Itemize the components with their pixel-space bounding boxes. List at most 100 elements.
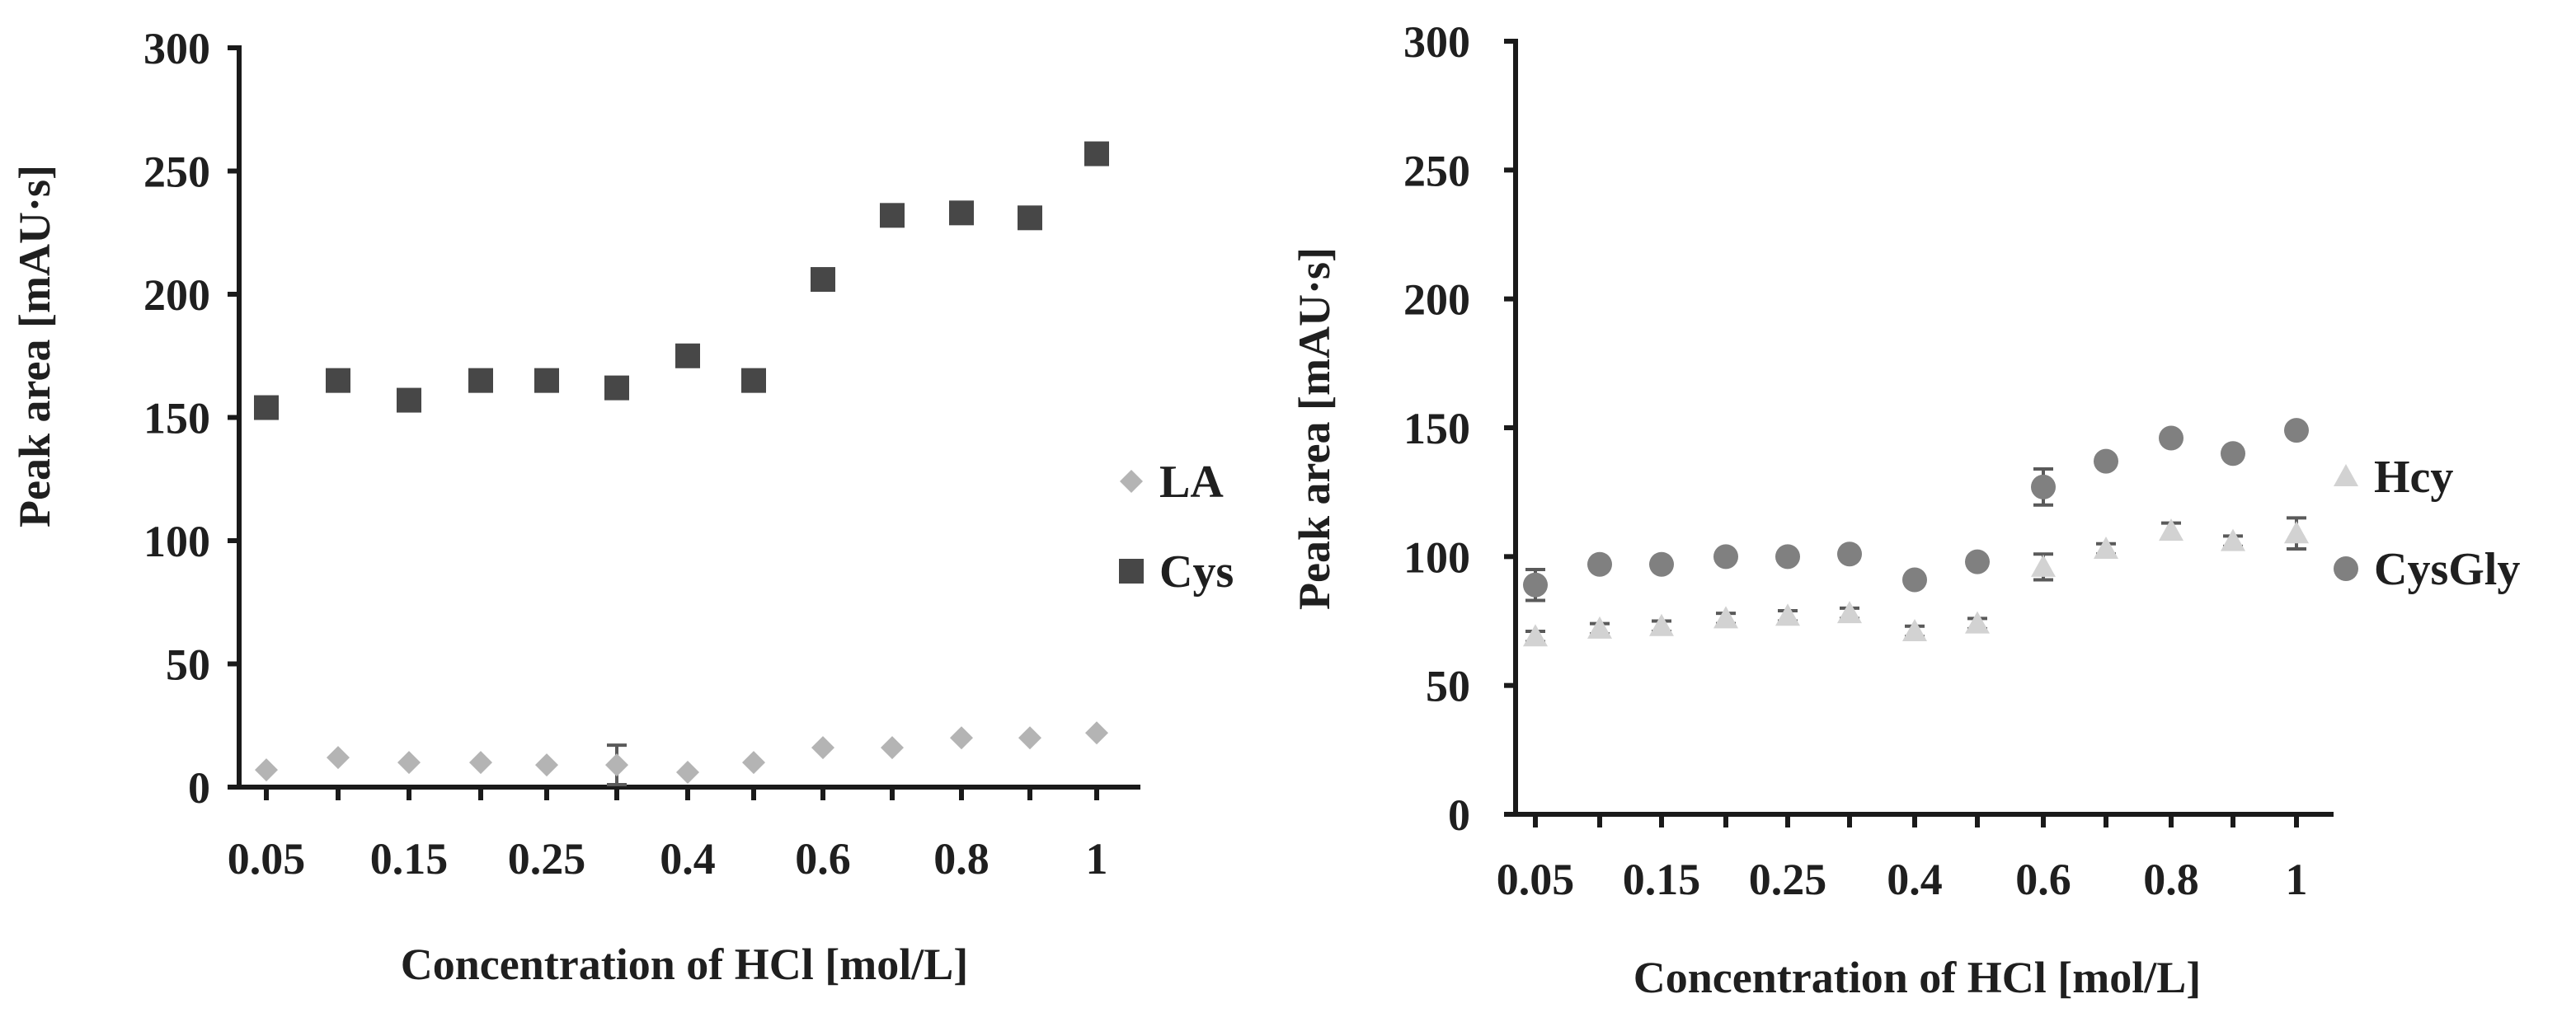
data-point-cysgly [1837, 541, 1862, 567]
data-marks [254, 141, 1109, 787]
legend: LA Cys [1119, 457, 1234, 598]
data-point-hcy [1902, 619, 1927, 642]
data-point-cysgly [1775, 544, 1800, 570]
y-tick-label: 250 [143, 148, 210, 197]
data-point-hcy [1837, 601, 1862, 624]
data-point-hcy [1587, 616, 1612, 639]
x-tick-label: 0.05 [1497, 855, 1575, 904]
data-point-cys [534, 368, 559, 393]
data-point-hcy [1523, 624, 1548, 647]
data-point-cys [468, 368, 493, 393]
data-point-cysgly [1965, 549, 1990, 574]
data-point-cys [1018, 205, 1042, 231]
data-point-cys [811, 267, 835, 293]
legend-marker-hcy [2334, 464, 2358, 486]
data-point-cys [949, 200, 974, 226]
x-axis-title: Concentration of HCl [mol/L] [401, 940, 968, 989]
x-tick-label: 0.15 [1623, 855, 1701, 904]
data-point-cysgly [1523, 572, 1548, 598]
x-tick-label: 0.05 [228, 834, 306, 884]
legend-label: Hcy [2374, 452, 2453, 503]
data-point-cys [880, 203, 905, 228]
data-point-hcy [1713, 606, 1738, 629]
data-point-cys [326, 368, 350, 393]
data-point-la [881, 736, 904, 760]
y-tick-label: 150 [1403, 404, 1470, 453]
data-point-la [469, 751, 492, 775]
chart-right: Peak area [mAU·s] Concentration of HCl [… [1290, 17, 2520, 1002]
data-point-la [811, 736, 834, 760]
data-point-la [605, 753, 628, 777]
x-axis-title: Concentration of HCl [mol/L] [1634, 953, 2201, 1002]
data-point-cysgly [2031, 474, 2056, 499]
legend-marker-la [1120, 470, 1143, 493]
y-tick-label: 0 [1448, 790, 1470, 840]
data-point-la [1085, 721, 1108, 745]
y-tick-label: 150 [143, 394, 210, 443]
legend-label: CysGly [2374, 544, 2520, 595]
y-axis-title: Peak area [mAU·s] [10, 165, 59, 527]
data-point-cys [604, 375, 629, 401]
data-point-la [950, 726, 973, 750]
data-point-cysgly [2094, 448, 2118, 474]
x-tick-label: 0.25 [1749, 855, 1827, 904]
data-point-la [397, 751, 421, 775]
x-tick-label: 1 [1086, 834, 1108, 884]
axes: 0 50 100 150 200 250 300 0.05 0.15 0.25 0.4 0.6 0.8 1 [143, 24, 1140, 884]
data-point-la [327, 746, 350, 770]
data-point-la [742, 751, 765, 775]
legend-marker-cys [1119, 559, 1144, 584]
data-point-la [676, 761, 699, 785]
x-tick-label: 0.6 [2015, 855, 2071, 904]
y-tick-label: 100 [143, 517, 210, 566]
y-tick-label: 300 [1403, 17, 1470, 67]
data-point-la [255, 758, 278, 782]
data-point-cys [675, 343, 700, 368]
data-point-hcy [2031, 554, 2056, 577]
data-point-cysgly [1713, 544, 1738, 570]
y-tick-label: 300 [143, 24, 210, 73]
x-tick-label: 0.15 [370, 834, 449, 884]
y-tick-label: 250 [1403, 146, 1470, 195]
data-point-la [1018, 726, 1041, 750]
x-tick-label: 0.4 [660, 834, 716, 884]
data-point-hcy [1965, 611, 1990, 634]
y-tick-label: 50 [166, 640, 210, 690]
y-tick-label: 0 [188, 763, 210, 813]
x-tick-label: 0.6 [795, 834, 851, 884]
x-tick-label: 1 [2286, 855, 2308, 904]
data-point-hcy [1775, 603, 1800, 626]
data-point-cysgly [1649, 551, 1674, 577]
y-tick-label: 200 [1403, 275, 1470, 325]
data-point-hcy [1649, 613, 1674, 636]
y-axis-title: Peak area [mAU·s] [1290, 247, 1339, 610]
y-tick-label: 50 [1426, 662, 1470, 711]
x-tick-label: 0.25 [508, 834, 586, 884]
data-marks [1523, 418, 2309, 647]
data-point-cysgly [2159, 425, 2183, 451]
y-tick-label: 200 [143, 270, 210, 320]
data-point-hcy [2094, 536, 2118, 559]
legend: Hcy CysGly [2334, 452, 2520, 595]
data-point-cys [741, 368, 766, 393]
chart-left: Peak area [mAU·s] Concentration of HCl [… [10, 24, 1234, 989]
data-point-cysgly [1902, 567, 1927, 593]
data-point-cysgly [2284, 418, 2309, 443]
x-tick-label: 0.8 [933, 834, 990, 884]
axes: 0 50 100 150 200 250 300 0.05 0.15 0.25 0.4 0.6 0.8 1 [1403, 17, 2334, 904]
data-point-cys [397, 387, 421, 413]
data-point-hcy [2159, 518, 2183, 541]
data-point-cysgly [1587, 551, 1612, 577]
data-point-hcy [2221, 528, 2245, 551]
data-point-cys [254, 395, 279, 420]
data-point-cys [1084, 141, 1109, 166]
data-point-la [535, 753, 558, 777]
legend-label: LA [1159, 457, 1224, 508]
y-tick-label: 100 [1403, 532, 1470, 582]
legend-label: Cys [1159, 546, 1234, 598]
legend-marker-cysgly [2334, 556, 2358, 581]
data-point-hcy [2284, 521, 2309, 544]
data-point-cysgly [2221, 441, 2245, 466]
x-tick-label: 0.8 [2143, 855, 2199, 904]
